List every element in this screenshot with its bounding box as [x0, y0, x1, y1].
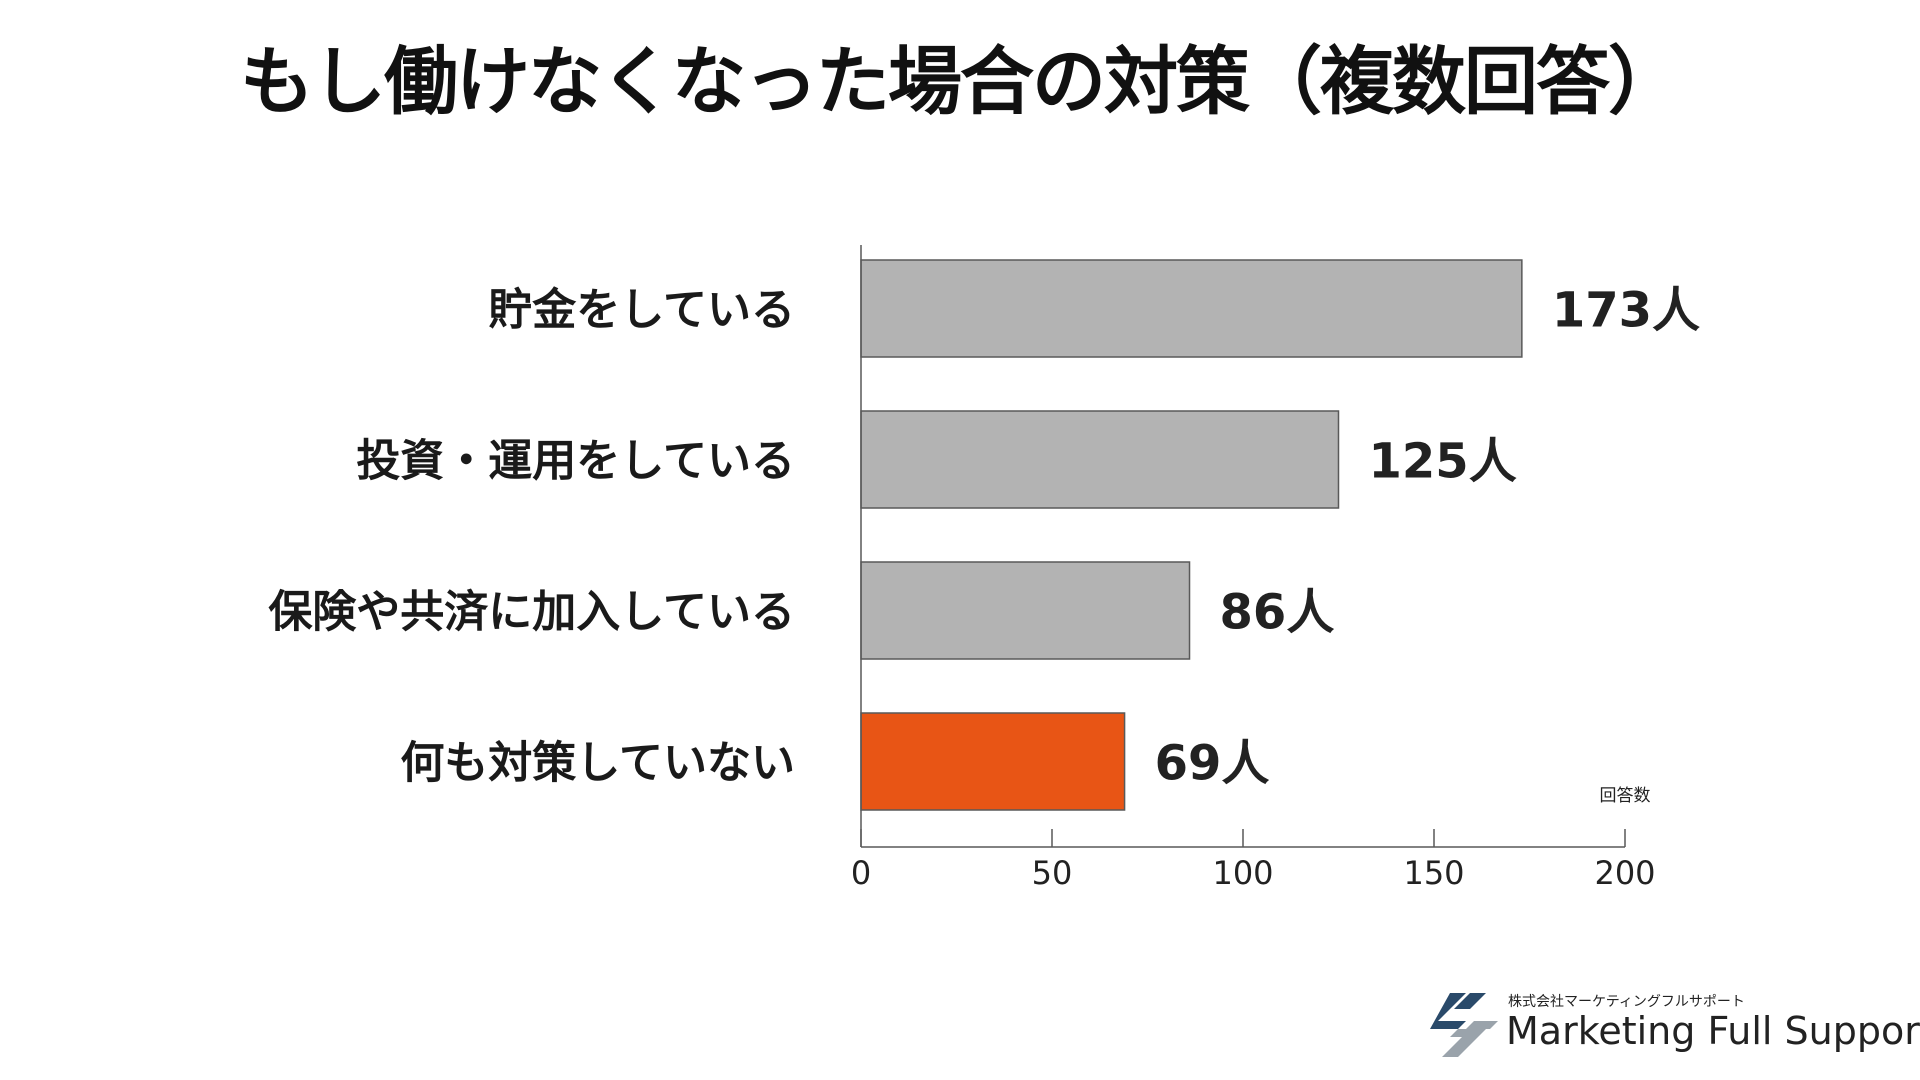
mfs-logo-icon	[1430, 993, 1498, 1057]
x-axis-title: 回答数	[1600, 786, 1651, 806]
logo-company-name: 株式会社マーケティングフルサポート	[1508, 994, 1745, 1010]
bar-2	[860, 561, 1191, 660]
chart-title: もし働けなくなった場合の対策（複数回答）	[240, 39, 1682, 125]
bar-1	[860, 410, 1340, 509]
category-label-1: 投資・運用をしている	[356, 436, 795, 487]
x-tick-label-3: 150	[1403, 854, 1464, 892]
axes-layer: 0 50 100 150 200 回答数	[851, 245, 1656, 892]
value-label-2: 86人	[1220, 585, 1335, 641]
category-label-0: 貯金をしている	[488, 285, 795, 336]
value-label-1: 125人	[1369, 434, 1517, 490]
x-tick-label-4: 200	[1594, 854, 1655, 892]
x-tick-label-2: 100	[1212, 854, 1273, 892]
value-label-0: 173人	[1552, 283, 1700, 339]
category-label-2: 保険や共済に加入している	[268, 587, 795, 638]
category-label-3: 何も対策していない	[400, 738, 795, 789]
company-logo: 株式会社マーケティングフルサポート Marketing Full Support	[1426, 985, 1920, 1065]
logo-brand-name: Marketing Full Support	[1506, 1009, 1920, 1053]
bar-3	[860, 712, 1126, 811]
bar-0	[860, 259, 1523, 358]
x-tick-label-0: 0	[851, 854, 871, 892]
value-label-3: 69人	[1155, 736, 1270, 792]
bars-layer	[860, 259, 1523, 811]
x-tick-label-1: 50	[1032, 854, 1073, 892]
